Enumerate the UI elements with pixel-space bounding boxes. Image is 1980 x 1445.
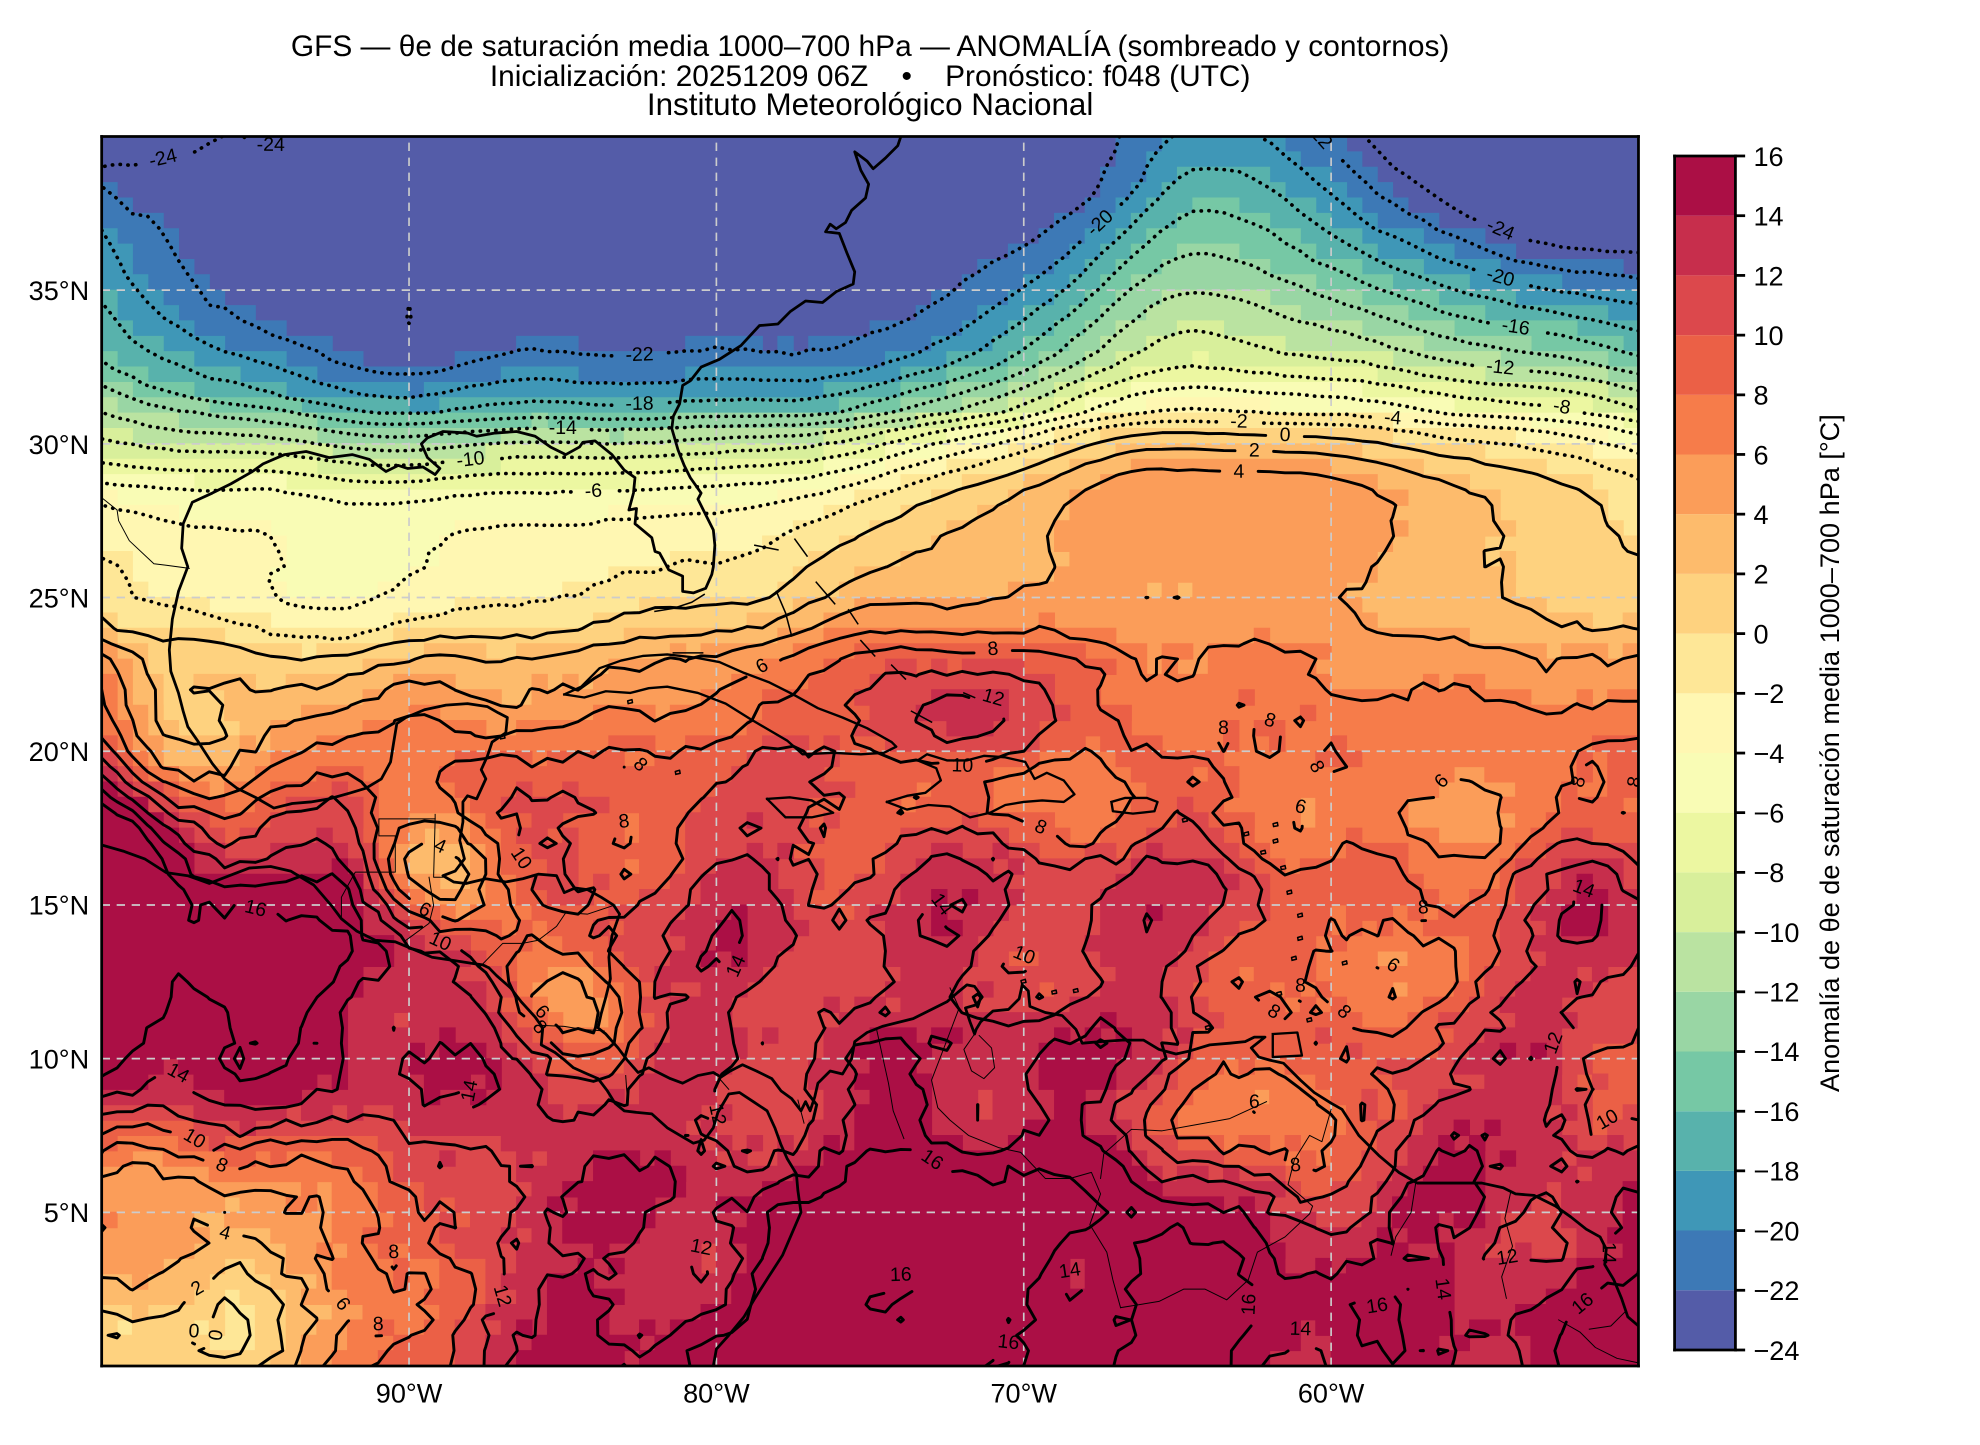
svg-text:16: 16 — [997, 1330, 1021, 1354]
svg-text:-12: -12 — [1485, 355, 1515, 380]
svg-text:14: 14 — [1753, 201, 1783, 232]
svg-text:10°N: 10°N — [29, 1043, 90, 1074]
svg-text:−14: −14 — [1753, 1036, 1799, 1067]
svg-text:30°N: 30°N — [29, 429, 90, 460]
svg-text:−4: −4 — [1753, 738, 1784, 769]
svg-text:25°N: 25°N — [29, 582, 90, 613]
svg-text:35°N: 35°N — [29, 275, 90, 306]
svg-text:8: 8 — [1289, 1154, 1302, 1177]
svg-text:8: 8 — [1418, 896, 1429, 918]
svg-text:8: 8 — [1218, 717, 1229, 739]
svg-text:8: 8 — [1623, 775, 1647, 789]
svg-text:90°W: 90°W — [376, 1377, 443, 1408]
svg-text:16: 16 — [242, 895, 268, 922]
svg-text:10: 10 — [951, 754, 973, 777]
svg-text:-14: -14 — [549, 417, 577, 439]
svg-text:8: 8 — [1566, 774, 1590, 790]
svg-text:16: 16 — [1237, 1293, 1260, 1316]
svg-text:12: 12 — [1753, 260, 1783, 291]
svg-text:6: 6 — [1293, 795, 1309, 819]
svg-text:−22: −22 — [1753, 1275, 1799, 1306]
svg-text:14: 14 — [457, 1078, 483, 1104]
svg-text:-8: -8 — [1551, 395, 1572, 420]
svg-text:−20: −20 — [1753, 1215, 1799, 1246]
svg-text:6: 6 — [1753, 439, 1768, 470]
svg-text:10: 10 — [1753, 320, 1783, 351]
svg-text:12: 12 — [1495, 1245, 1520, 1270]
svg-text:−2: −2 — [1753, 678, 1784, 709]
svg-text:−12: −12 — [1753, 977, 1799, 1008]
svg-text:-16: -16 — [1500, 314, 1531, 340]
svg-text:0: 0 — [1753, 618, 1768, 649]
svg-text:-22: -22 — [625, 343, 654, 366]
svg-text:GFS — θe de saturación media 1: GFS — θe de saturación media 1000–700 hP… — [291, 30, 1450, 63]
svg-text:8: 8 — [1295, 975, 1307, 997]
svg-text:Inicialización: 20251209 06Z: Inicialización: 20251209 06Z • Pronóstic… — [490, 60, 1251, 93]
svg-text:20°N: 20°N — [29, 736, 90, 767]
svg-text:8: 8 — [618, 810, 631, 833]
svg-text:6: 6 — [1249, 1091, 1260, 1113]
svg-text:−18: −18 — [1753, 1156, 1799, 1187]
svg-text:16: 16 — [1365, 1293, 1390, 1318]
svg-text:-6: -6 — [584, 480, 603, 503]
svg-text:5°N: 5°N — [44, 1197, 89, 1228]
svg-text:-24: -24 — [257, 134, 285, 156]
svg-text:16: 16 — [890, 1263, 912, 1286]
svg-text:14: 14 — [1057, 1258, 1082, 1283]
svg-text:-4: -4 — [1383, 406, 1402, 429]
svg-text:8: 8 — [373, 1313, 384, 1335]
svg-text:70°W: 70°W — [990, 1377, 1057, 1408]
svg-text:16: 16 — [1753, 141, 1783, 172]
svg-text:0: 0 — [188, 1320, 200, 1343]
svg-text:2: 2 — [1249, 440, 1260, 462]
svg-text:8: 8 — [388, 1241, 399, 1263]
svg-text:−24: −24 — [1753, 1335, 1799, 1366]
svg-text:14: 14 — [1598, 1242, 1620, 1264]
svg-text:14: 14 — [1430, 1277, 1455, 1301]
svg-text:-2: -2 — [1230, 410, 1248, 432]
svg-text:4: 4 — [1753, 499, 1768, 530]
svg-text:0: 0 — [204, 1328, 227, 1342]
svg-text:12: 12 — [688, 1234, 713, 1260]
svg-text:0: 0 — [1279, 424, 1291, 446]
svg-text:2: 2 — [1753, 559, 1768, 590]
svg-text:-18: -18 — [625, 393, 653, 415]
svg-text:−8: −8 — [1753, 857, 1784, 888]
svg-text:-10: -10 — [455, 447, 486, 472]
svg-text:−16: −16 — [1753, 1096, 1799, 1127]
svg-text:8: 8 — [987, 638, 999, 661]
svg-text:80°W: 80°W — [683, 1377, 750, 1408]
svg-text:14: 14 — [1289, 1318, 1311, 1341]
svg-text:8: 8 — [1753, 380, 1768, 411]
svg-text:15°N: 15°N — [29, 890, 90, 921]
svg-text:60°W: 60°W — [1298, 1377, 1365, 1408]
svg-text:12: 12 — [704, 1102, 730, 1128]
svg-text:4: 4 — [1233, 461, 1244, 483]
svg-text:−10: −10 — [1753, 917, 1799, 948]
svg-text:Anomalía de θe de saturación m: Anomalía de θe de saturación media 1000–… — [1814, 414, 1845, 1092]
svg-text:Instituto Meteorológico Nacion: Instituto Meteorológico Nacional — [647, 87, 1093, 122]
svg-text:−6: −6 — [1753, 798, 1784, 829]
